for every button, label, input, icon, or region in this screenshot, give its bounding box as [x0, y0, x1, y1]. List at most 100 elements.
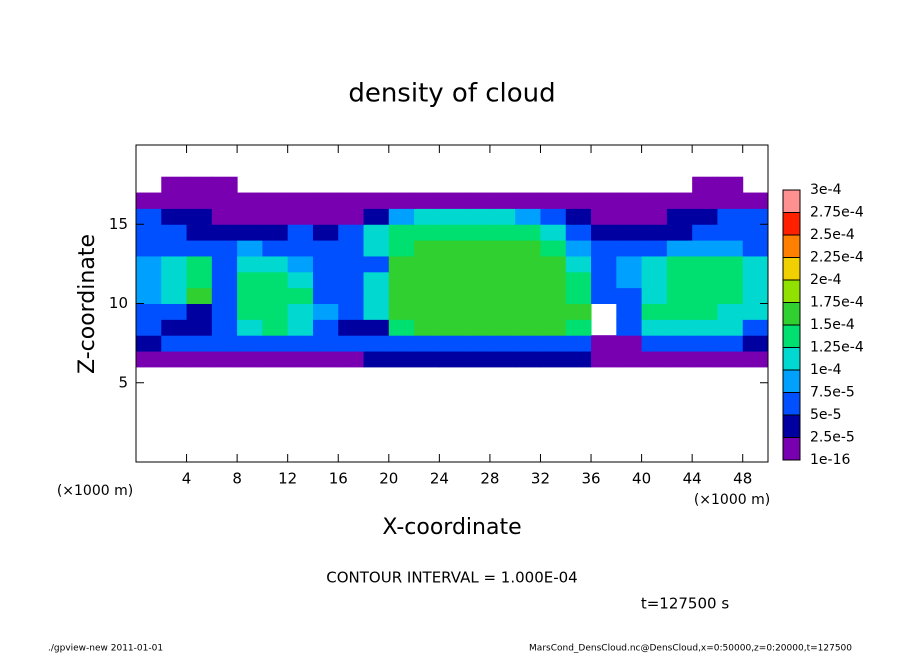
x-unit: (×1000 m): [694, 492, 770, 508]
colorbar-label: 7.5e-5: [810, 385, 855, 401]
heat-cell: [363, 287, 390, 304]
heat-cell: [262, 255, 289, 273]
colorbar-label: 2.25e-4: [810, 250, 864, 266]
heat-cell: [262, 224, 289, 241]
heat-cell: [186, 271, 213, 289]
x-tick-label: 16: [329, 470, 348, 488]
heat-cell: [211, 271, 238, 289]
heat-cell: [616, 240, 643, 257]
colorbar-swatch: [783, 257, 800, 280]
heat-cell: [489, 192, 516, 209]
heat-cell: [136, 255, 162, 273]
heat-cell: [388, 208, 415, 225]
heat-cell: [211, 255, 238, 273]
heat-cell: [262, 335, 289, 352]
y-unit: (×1000 m): [57, 483, 133, 499]
heat-cell: [692, 335, 718, 352]
heat-cell: [464, 208, 491, 225]
heat-cell: [489, 224, 516, 241]
heat-cell: [591, 192, 617, 209]
heat-cell: [338, 319, 365, 336]
heat-cell: [616, 351, 643, 368]
heat-cell: [742, 335, 769, 352]
heat-cell: [363, 208, 390, 225]
heat-cell: [237, 303, 263, 320]
heat-cell: [742, 287, 769, 304]
heat-cell: [641, 271, 668, 289]
heat-cell: [692, 176, 718, 194]
heat-cell: [439, 224, 466, 241]
colorbar-swatch: [783, 190, 800, 213]
heat-cell: [136, 208, 162, 225]
heat-cell: [616, 335, 643, 352]
heat-cell: [211, 208, 238, 225]
heat-cell: [211, 176, 238, 194]
heat-cell: [692, 255, 718, 273]
heat-cell: [161, 208, 188, 225]
heat-cell: [312, 351, 339, 368]
heat-cell: [363, 224, 390, 241]
heat-cell: [237, 255, 263, 273]
heat-cell: [489, 351, 516, 368]
heat-cell: [262, 319, 289, 336]
heat-cell: [666, 319, 693, 336]
heat-cell: [388, 351, 415, 368]
heat-cell: [515, 192, 541, 209]
heat-cell: [692, 303, 718, 320]
heat-cell: [591, 271, 617, 289]
heat-cell: [186, 335, 213, 352]
heat-cell: [186, 224, 213, 241]
colorbar-label: 2e-4: [810, 272, 842, 288]
heat-cell: [641, 319, 668, 336]
heat-cell: [287, 303, 314, 320]
heat-cell: [186, 287, 213, 304]
heat-cell: [464, 192, 491, 209]
heat-cell: [641, 351, 668, 368]
heat-cell: [211, 303, 238, 320]
heat-cell: [742, 319, 769, 336]
heat-cell: [489, 240, 516, 257]
heat-cell: [211, 192, 238, 209]
heat-cell: [666, 192, 693, 209]
heat-cell: [489, 208, 516, 225]
heat-cell: [591, 287, 617, 304]
heat-cell: [312, 224, 339, 241]
heat-cell: [692, 192, 718, 209]
heat-cell: [489, 255, 516, 273]
heat-cell: [312, 319, 339, 336]
heat-cell: [616, 255, 643, 273]
heat-cell: [692, 240, 718, 257]
x-tick-label: 28: [480, 470, 499, 488]
footer-right: MarsCond_DensCloud.nc@DensCloud,x=0:5000…: [529, 644, 852, 654]
x-tick-label: 8: [232, 470, 242, 488]
heat-cell: [161, 192, 188, 209]
heat-cell: [363, 319, 390, 336]
colorbar-swatch: [783, 325, 800, 348]
heat-cell: [312, 208, 339, 225]
heat-cell: [161, 303, 188, 320]
heat-cell: [338, 255, 365, 273]
heat-cell: [692, 271, 718, 289]
heat-cell: [616, 287, 643, 304]
heat-cell: [136, 319, 162, 336]
heat-cell: [388, 240, 415, 257]
heat-cell: [262, 192, 289, 209]
heat-cell: [312, 303, 339, 320]
heat-cell: [211, 351, 238, 368]
heat-cell: [717, 319, 744, 336]
heat-cell: [363, 255, 390, 273]
colorbar-label: 1.5e-4: [810, 317, 855, 333]
colorbar-label: 5e-5: [810, 407, 841, 423]
heat-cell: [489, 335, 516, 352]
heat-cell: [666, 303, 693, 320]
heat-cell: [489, 287, 516, 304]
heat-cell: [641, 224, 668, 241]
colorbar-swatch: [783, 437, 800, 460]
heat-cell: [237, 287, 263, 304]
heat-cell: [211, 319, 238, 336]
colorbar-label: 1.75e-4: [810, 295, 864, 311]
heat-cell: [616, 192, 643, 209]
heat-cell: [136, 303, 162, 320]
heat-cell: [464, 271, 491, 289]
